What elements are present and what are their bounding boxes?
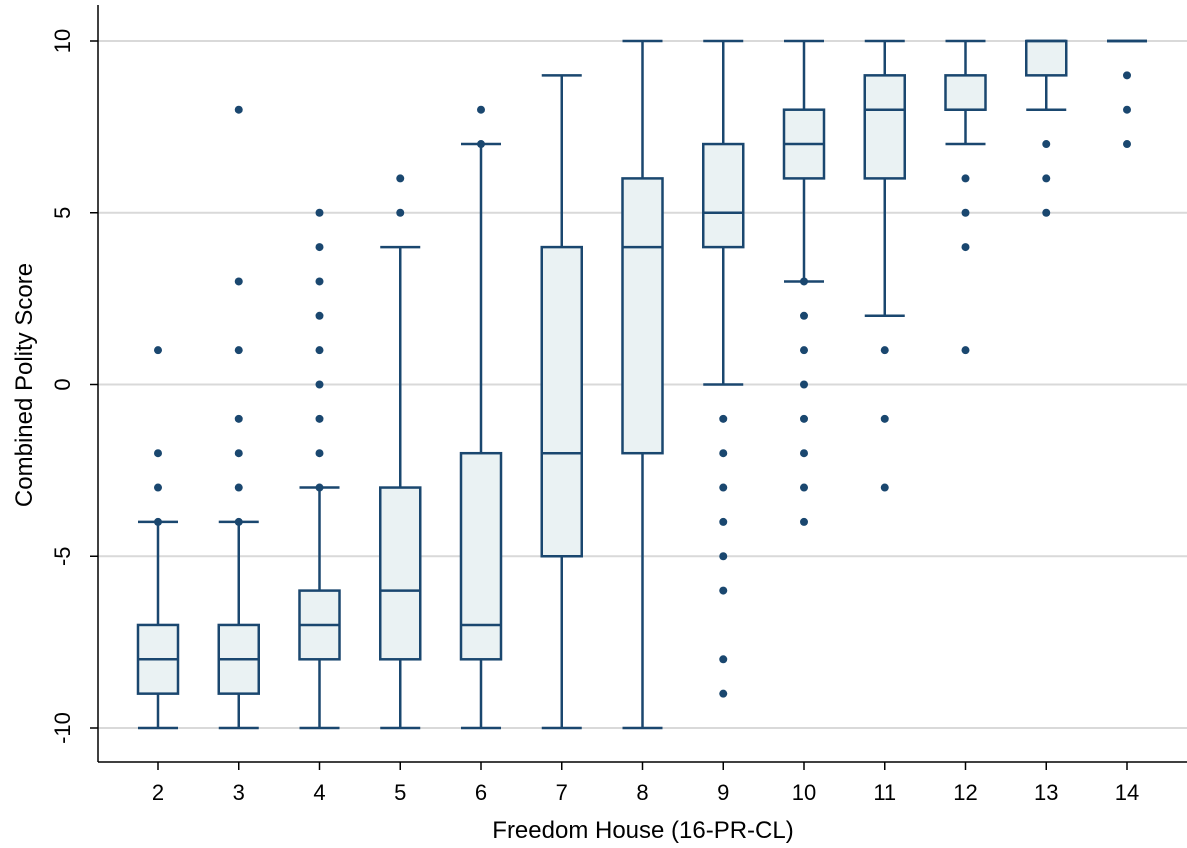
outlier-point: [396, 208, 405, 217]
outlier-point: [477, 105, 485, 114]
box-11: [863, 39, 906, 492]
box-iqr: [621, 177, 664, 455]
outlier-point: [800, 277, 808, 286]
x-tick-label: 10: [792, 780, 816, 805]
box-9: [702, 39, 745, 698]
outlier-point: [315, 208, 324, 217]
x-tick-label: 9: [717, 780, 729, 805]
outlier-point: [800, 311, 808, 320]
outlier-point: [1042, 140, 1051, 149]
box-2: [136, 346, 180, 730]
outlier-point: [234, 483, 243, 492]
box-7: [540, 74, 583, 730]
outlier-point: [800, 517, 808, 526]
outlier-point: [154, 517, 162, 526]
outlier-point: [800, 483, 808, 492]
outlier-point: [154, 449, 162, 458]
box-iqr: [379, 486, 422, 661]
box-iqr: [863, 74, 906, 180]
outlier-point: [719, 449, 728, 458]
outlier-point: [961, 174, 970, 183]
outlier-point: [961, 208, 970, 217]
box-4: [298, 208, 341, 730]
outlier-point: [880, 346, 889, 355]
x-tick-label: 5: [394, 780, 406, 805]
y-tick-label: 5: [50, 207, 75, 219]
outlier-point: [234, 449, 243, 458]
outlier-point: [315, 414, 324, 423]
outlier-point: [719, 483, 728, 492]
box-8: [621, 39, 664, 730]
outlier-point: [961, 346, 970, 355]
y-axis-title: Combined Polity Score: [11, 263, 38, 507]
outlier-point: [396, 174, 405, 183]
x-tick-label: 6: [475, 780, 487, 805]
outlier-point: [234, 414, 243, 423]
outlier-point: [880, 414, 889, 423]
x-tick-label: 12: [953, 780, 977, 805]
outlier-point: [1123, 140, 1131, 149]
y-ticks: -10 -5 0 5 10: [50, 29, 98, 744]
y-tick-label: -5: [50, 546, 75, 566]
y-tick-label: 10: [50, 29, 75, 53]
outlier-point: [154, 483, 162, 492]
x-axis-title: Freedom House (16-PR-CL): [492, 817, 793, 844]
box-13: [1025, 39, 1068, 217]
outlier-point: [800, 380, 808, 389]
outlier-point: [719, 552, 728, 561]
x-tick-label: 7: [556, 780, 568, 805]
box-5: [379, 174, 422, 730]
outlier-point: [719, 689, 728, 698]
outlier-point: [1123, 105, 1131, 114]
boxes: [136, 39, 1147, 730]
box-iqr: [944, 74, 987, 111]
outlier-point: [1042, 174, 1051, 183]
outlier-point: [154, 346, 162, 355]
outlier-point: [234, 277, 243, 286]
box-iqr: [540, 245, 583, 558]
box-14: [1107, 39, 1147, 149]
outlier-point: [800, 449, 808, 458]
outlier-point: [315, 311, 324, 320]
box-iqr: [459, 451, 503, 661]
box-12: [944, 39, 987, 355]
x-tick-label: 14: [1115, 780, 1139, 805]
x-tick-label: 13: [1034, 780, 1058, 805]
x-tick-label: 2: [152, 780, 164, 805]
x-tick-label: 11: [873, 780, 896, 805]
outlier-point: [719, 586, 728, 595]
outlier-point: [961, 243, 970, 252]
outlier-point: [234, 517, 243, 526]
x-tick-label: 3: [233, 780, 245, 805]
box-3: [217, 105, 260, 730]
outlier-point: [315, 277, 324, 286]
box-iqr: [702, 142, 745, 249]
outlier-point: [315, 449, 324, 458]
outlier-point: [800, 346, 808, 355]
box-10: [782, 39, 826, 526]
box-iqr: [1025, 39, 1068, 77]
outlier-point: [315, 243, 324, 252]
x-ticks: 2 3 4 5 6 7 8 9 10 11 12 13 14: [152, 762, 1139, 805]
x-tick-label: 8: [636, 780, 648, 805]
y-tick-label: 0: [50, 378, 75, 390]
x-tick-label: 4: [313, 780, 325, 805]
outlier-point: [719, 517, 728, 526]
outlier-point: [800, 414, 808, 423]
outlier-point: [477, 140, 485, 149]
outlier-point: [234, 105, 243, 114]
box-6: [459, 105, 503, 730]
outlier-point: [1042, 208, 1051, 217]
outlier-point: [1123, 71, 1131, 80]
outlier-point: [315, 483, 324, 492]
outlier-point: [719, 655, 728, 664]
outlier-point: [315, 346, 324, 355]
outlier-point: [315, 380, 324, 389]
outlier-point: [234, 346, 243, 355]
outlier-point: [880, 483, 889, 492]
y-tick-label: -10: [50, 712, 75, 744]
outlier-point: [719, 414, 728, 423]
